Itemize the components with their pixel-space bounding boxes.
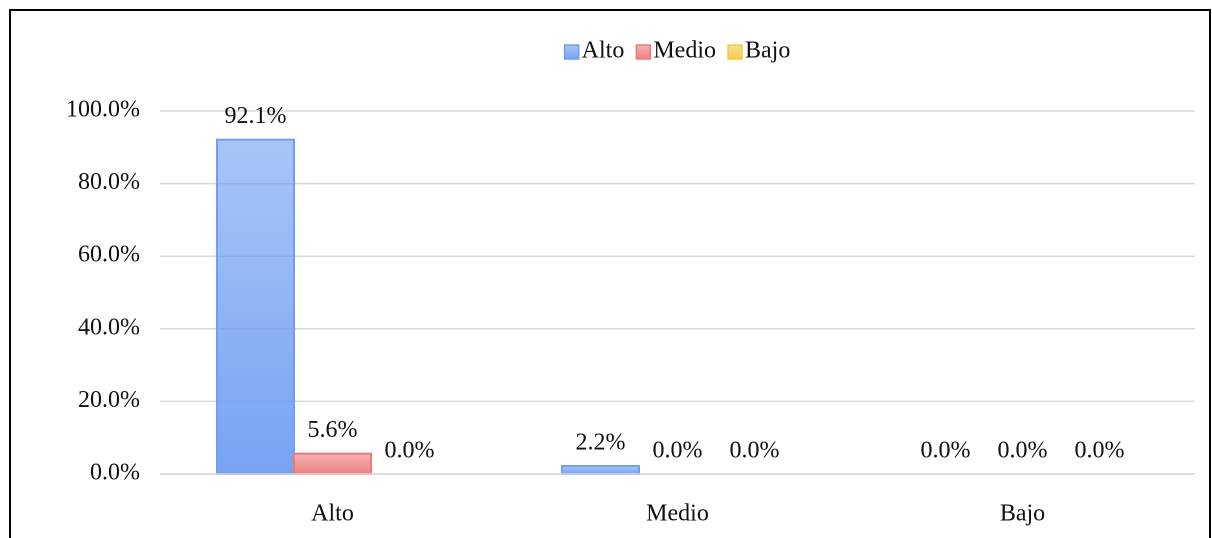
y-tick-label: 100.0% xyxy=(66,97,140,123)
x-tick-label: Bajo xyxy=(1000,501,1045,527)
value-label: 0.0% xyxy=(1075,438,1125,464)
legend-swatch xyxy=(635,44,652,60)
legend-swatch xyxy=(727,44,743,60)
value-label: 0.0% xyxy=(385,438,435,464)
y-tick-label: 40.0% xyxy=(78,314,140,340)
y-tick-label: 60.0% xyxy=(78,242,140,268)
value-label: 0.0% xyxy=(921,438,971,464)
bar xyxy=(216,138,295,475)
frame xyxy=(9,9,1211,538)
value-label: 2.2% xyxy=(576,430,626,456)
value-label: 5.6% xyxy=(308,417,358,443)
value-label: 0.0% xyxy=(998,438,1048,464)
legend-swatch xyxy=(563,44,580,60)
legend-label: Bajo xyxy=(745,38,790,64)
legend: Alto Medio Bajo xyxy=(563,38,790,64)
value-label: 0.0% xyxy=(730,438,780,464)
x-tick-label: Medio xyxy=(646,501,709,527)
bar xyxy=(561,465,640,476)
x-tick-label: Alto xyxy=(311,501,354,527)
value-label: 0.0% xyxy=(653,438,703,464)
legend-label: Medio xyxy=(653,38,716,64)
value-label: 92.1% xyxy=(225,103,287,129)
legend-label: Alto xyxy=(582,38,625,64)
y-tick-label: 0.0% xyxy=(90,460,140,486)
y-tick-label: 80.0% xyxy=(78,169,140,195)
y-tick-label: 20.0% xyxy=(78,387,140,413)
bar xyxy=(293,452,372,475)
